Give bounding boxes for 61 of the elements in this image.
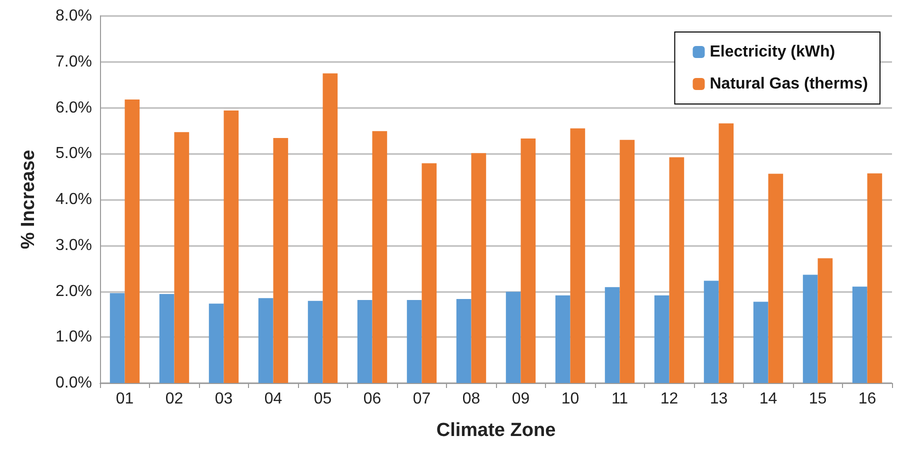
y-tick-label: 4.0% [56, 191, 92, 208]
bar [258, 298, 274, 383]
bar [753, 302, 768, 383]
bar [308, 300, 323, 383]
bar [174, 132, 190, 383]
x-tick-label: 01 [116, 390, 134, 408]
bar [208, 304, 224, 383]
y-tick-label: 1.0% [56, 328, 92, 346]
bar [456, 299, 472, 383]
x-tick-label: 09 [512, 390, 530, 408]
y-tick-label: 7.0% [56, 53, 92, 70]
bar [669, 157, 684, 383]
y-tick-label: 5.0% [56, 145, 92, 162]
bar [818, 258, 833, 383]
y-axis-title: % Increase [18, 150, 39, 250]
bar [159, 294, 174, 383]
bar [506, 292, 521, 383]
x-tick-label: 14 [759, 390, 778, 408]
bar [224, 110, 239, 383]
legend-label: Natural Gas (therms) [710, 76, 868, 92]
y-tick-label: 0.0% [56, 374, 92, 392]
x-tick-label: 02 [165, 390, 184, 408]
bar [867, 173, 882, 383]
bar [110, 293, 125, 383]
bar [718, 123, 734, 383]
bar [357, 300, 372, 383]
bar [422, 163, 437, 383]
bar [520, 138, 536, 383]
bar [768, 174, 784, 383]
x-tick-label: 10 [561, 390, 580, 408]
y-tick-label: 3.0% [56, 236, 92, 254]
bar [406, 300, 422, 383]
y-tick-label: 2.0% [56, 282, 92, 300]
x-tick-label: 13 [710, 390, 728, 408]
y-tick-label: 6.0% [56, 99, 92, 116]
bar [273, 138, 288, 383]
bar [620, 140, 635, 383]
x-tick-label: 12 [660, 390, 678, 408]
x-tick-label: 16 [858, 390, 876, 408]
x-axis-title: Climate Zone [436, 420, 556, 441]
bar [704, 280, 719, 383]
x-tick-label: 11 [611, 390, 628, 408]
bar [852, 286, 868, 383]
y-tick-label: 8.0% [56, 8, 92, 24]
bar [372, 131, 388, 383]
x-tick-label: 06 [363, 390, 382, 408]
bar [654, 295, 670, 383]
x-tick-label: 15 [808, 390, 827, 408]
bar [570, 128, 586, 383]
bar [555, 295, 570, 383]
legend-label: Electricity (kWh) [710, 44, 836, 60]
x-tick-label: 08 [462, 390, 480, 408]
x-tick-label: 03 [214, 390, 233, 408]
x-tick-label: 05 [314, 390, 332, 408]
x-tick-label: 07 [412, 390, 431, 408]
x-tick-label: 04 [264, 390, 282, 408]
bar [322, 73, 338, 383]
bar [471, 153, 486, 383]
bar [802, 274, 818, 383]
bar [124, 99, 140, 383]
bar [604, 287, 620, 383]
